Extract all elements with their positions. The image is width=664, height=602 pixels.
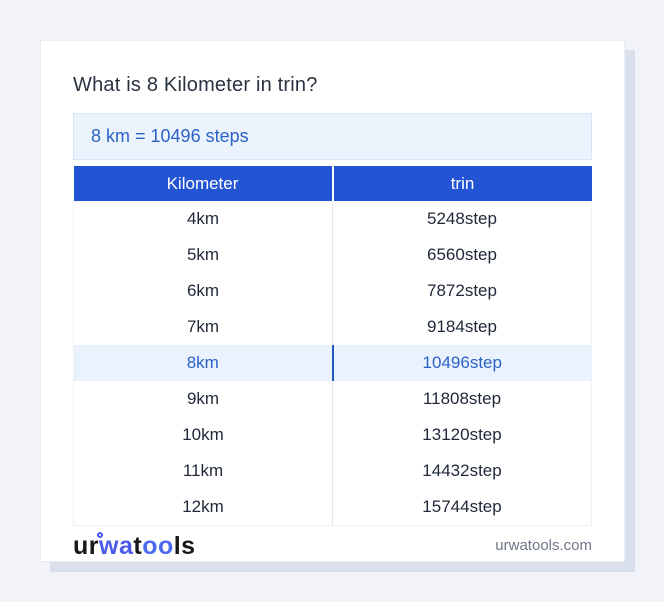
header-kilometer: Kilometer [73,166,334,201]
site-url: urwatools.com [495,537,592,554]
table-row: 6km 7872step [73,273,592,309]
cell-trin: 15744step [422,496,502,516]
logo-part-ls: ls [173,531,196,560]
logo-ring-icon [97,531,103,538]
cell-kilometer: 11km [73,453,333,489]
table-row: 10km 13120step [73,417,592,453]
conversion-table: Kilometer trin 4km 5248step 5km 6560step 6km… [73,166,592,526]
answer-text: 8 km = 10496 steps [91,126,249,146]
cell-kilometer: 7km [73,309,333,345]
table-body: 4km 5248step 5km 6560step 6km 7872step 7km 9184… [73,201,592,525]
cell-trin: 13120step [422,425,502,444]
cell-trin: 14432step [422,461,502,480]
table-row: 11km 14432step [73,453,592,489]
cell-kilometer: 12km [73,489,333,525]
cell-trin: 10496step [332,345,592,381]
conversion-card: What is 8 Kilometer in trin? 8 km = 1049… [40,40,625,562]
table-row: 4km 5248step [73,201,592,237]
urwatools-logo[interactable]: urwatools [73,531,196,561]
footer: urwatools urwatools.com [73,531,592,561]
cell-trin: 11808step [422,389,502,408]
logo-part-oo: oo [142,531,174,560]
logo-part-t: t [133,531,143,560]
cell-trin: 5248step [427,209,497,228]
table-header-row: Kilometer trin [73,166,592,201]
cell-kilometer: 5km [73,237,333,273]
table-row-highlighted: 8km 10496step [73,345,592,381]
cell-kilometer: 8km [73,345,334,381]
answer-box: 8 km = 10496 steps [73,113,592,160]
logo-part-wa: wa [99,531,134,560]
cell-kilometer: 9km [73,381,333,417]
cell-trin: 9184step [427,317,497,336]
page-title: What is 8 Kilometer in trin? [73,74,318,96]
table-row: 7km 9184step [73,309,592,345]
header-trin: trin [332,166,592,201]
cell-kilometer: 6km [73,273,333,309]
cell-kilometer: 4km [73,201,333,237]
table-row: 9km 11808step [73,381,592,417]
table-row: 5km 6560step [73,237,592,273]
logo-part-ur: ur [73,531,99,560]
cell-trin: 6560step [427,245,497,264]
table-row: 12km 15744step [73,489,592,525]
cell-kilometer: 10km [73,417,333,453]
cell-trin: 7872step [427,281,497,300]
